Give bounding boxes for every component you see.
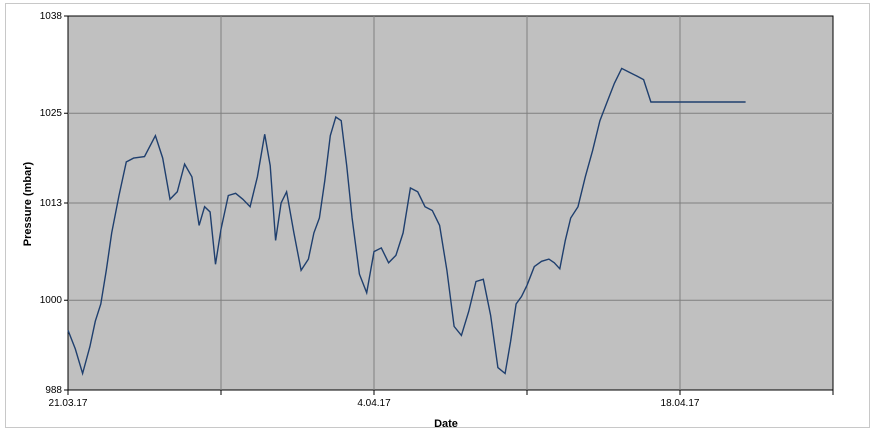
y-axis-title: Pressure (mbar) (22, 161, 34, 246)
x-tick-label: 4.04.17 (357, 398, 391, 409)
pressure-series-line (67, 67, 746, 377)
y-tick-label: 1025 (40, 108, 63, 119)
y-tick-label: 1013 (40, 198, 63, 209)
y-tick-label: 988 (45, 385, 62, 396)
x-axis-title: Date (434, 418, 458, 429)
y-tick-label: 1038 (40, 11, 63, 22)
y-tick-label: 1000 (40, 295, 63, 306)
pressure-line-chart: 988 1000 1013 1025 1038 21.03.17 4.04.17 18.04… (22, 11, 834, 430)
chart-frame: 988 1000 1013 1025 1038 21.03.17 4.04.17 18.04… (5, 3, 870, 430)
x-axis-ticks: 21.03.17 4.04.17 18.04.17 (49, 390, 834, 409)
x-tick-label: 21.03.17 (49, 398, 88, 409)
y-axis-ticks: 988 1000 1013 1025 1038 (40, 11, 68, 396)
x-tick-label: 18.04.17 (661, 398, 700, 409)
